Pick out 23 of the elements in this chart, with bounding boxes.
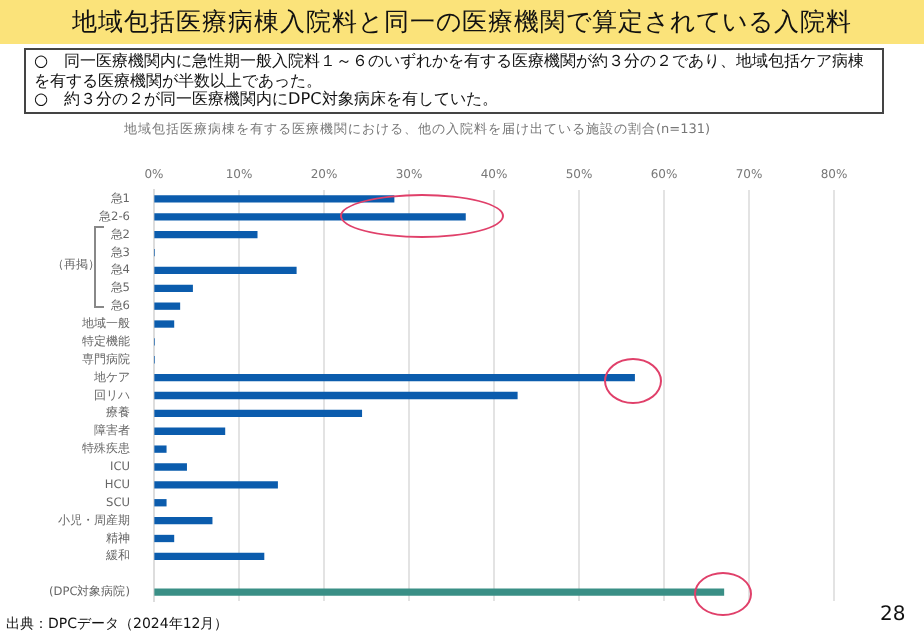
bar [154, 373, 635, 382]
bar [154, 266, 297, 275]
bar [154, 391, 518, 400]
bar [154, 445, 167, 453]
bar [154, 284, 193, 292]
bar [154, 516, 213, 525]
bar [154, 499, 167, 507]
bar [154, 195, 395, 203]
bar [154, 213, 466, 221]
text: ○ 約３分の２が同一医療機関内にDPC対象病床を有していた。 [34, 88, 500, 109]
bar [154, 463, 187, 471]
bar [154, 409, 363, 418]
text: ○ 同一医療機関内に急性期一般入院料１～６のいずれかを有する医療機関が約３分の２であり、地域包括ケア病棟を有する医療機関が半数以上であった。 [34, 50, 867, 89]
bar [154, 231, 258, 239]
bar [154, 481, 278, 489]
chart-title: 地域包括医療病棟入院料と同一の医療機関で算定されている入院料 [0, 0, 924, 44]
bar [154, 320, 175, 328]
text: 28 [880, 604, 906, 626]
bar [154, 534, 175, 543]
bar [154, 552, 265, 561]
bar [154, 588, 725, 596]
bar [154, 427, 226, 435]
bar [154, 302, 181, 310]
